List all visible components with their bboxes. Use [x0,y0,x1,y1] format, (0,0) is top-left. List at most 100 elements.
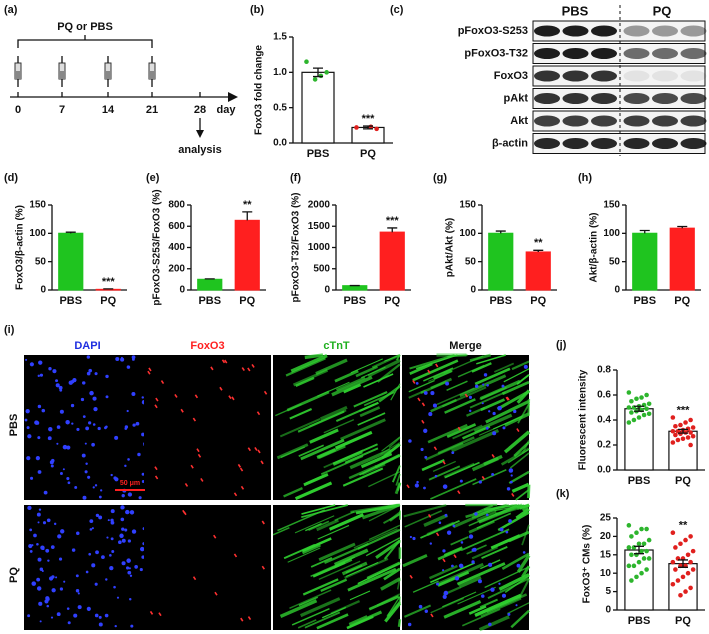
nucleus [488,562,493,567]
bar [632,232,658,291]
foxo3-spot [433,446,438,451]
micrograph-bg [144,355,271,500]
nucleus [59,587,64,591]
nucleus [407,622,412,627]
y-tick-label: 500 [313,263,330,274]
y-tick-label: 0.8 [597,365,611,376]
fiber [316,518,339,532]
fiber [335,376,366,392]
nucleus [438,521,442,524]
nucleus [85,426,90,431]
data-point [670,530,676,536]
fiber [302,544,321,555]
data-point [670,440,676,445]
fiber [509,452,530,469]
fiber [380,441,401,455]
fiber [343,383,362,394]
nucleus [127,570,132,575]
x-tick-label: PQ [360,148,376,160]
fiber [360,452,393,469]
micrograph [273,353,402,501]
nucleus [30,476,34,480]
significance: *** [102,276,116,288]
data-point [626,420,632,425]
fiber [451,429,500,453]
fiber [429,564,458,580]
data-point [690,425,696,430]
nucleus [131,355,136,360]
nucleus [40,545,45,550]
nucleus [87,475,91,479]
fiber [294,515,335,534]
bar [525,251,551,291]
foxo3-spot [435,363,439,368]
data-point [673,432,678,438]
nucleus [43,490,48,495]
fiber [442,591,477,608]
fiber [359,406,381,418]
nucleus [119,533,124,538]
fiber [484,566,530,589]
fiber [412,359,459,382]
fiber [365,537,401,557]
blot-band [680,25,707,37]
fiber [447,354,468,358]
nucleus [48,367,52,371]
foxo3-spot [442,558,446,563]
nucleus [129,510,135,515]
foxo3-spot [231,396,235,401]
fiber [388,511,401,522]
data-point [690,433,696,439]
foxo3-spot [257,449,261,454]
data-point [646,537,652,543]
nucleus [56,612,61,617]
error-bar [678,559,688,568]
x-tick-label: PQ [675,615,691,627]
nucleus [85,462,88,465]
foxo3-spot [409,574,413,579]
micrograph-bg [144,505,271,630]
nucleus [37,436,41,440]
fiber [357,562,401,585]
data-point [670,581,676,587]
x-tick-label: PBS [343,295,366,307]
fiber [368,595,400,611]
nucleus [56,442,59,445]
error-bar [533,249,544,253]
data-point [644,392,649,398]
fiber [323,449,364,469]
nucleus [471,560,475,564]
foxo3-spot [214,591,218,596]
fiber [383,539,401,560]
foxo3-spot [196,448,200,453]
foxo3-spot [192,576,197,581]
nucleus [120,357,125,362]
arrow-head [228,92,238,102]
nucleus [89,519,94,524]
blot-band [623,115,650,127]
nucleus [477,579,482,584]
nucleus [66,607,70,610]
fiber [383,567,401,581]
nucleus [131,392,136,396]
nucleus [51,588,56,593]
fiber [301,537,332,553]
nucleus [141,472,145,476]
foxo3-spot [174,394,178,398]
fiber [330,600,361,615]
nucleus [432,403,438,408]
brace [17,35,153,48]
nucleus [48,576,54,581]
bar [342,285,368,291]
nucleus [98,495,102,499]
x-tick-label: PBS [628,615,651,627]
x-tick-label: PBS [307,148,330,160]
fiber [437,436,475,455]
syringe-fill [15,71,21,79]
fiber [423,513,449,528]
panel-label: (g) [433,172,447,184]
nucleus [50,545,55,550]
foxo3-spot [197,453,202,458]
nucleus [452,524,456,528]
